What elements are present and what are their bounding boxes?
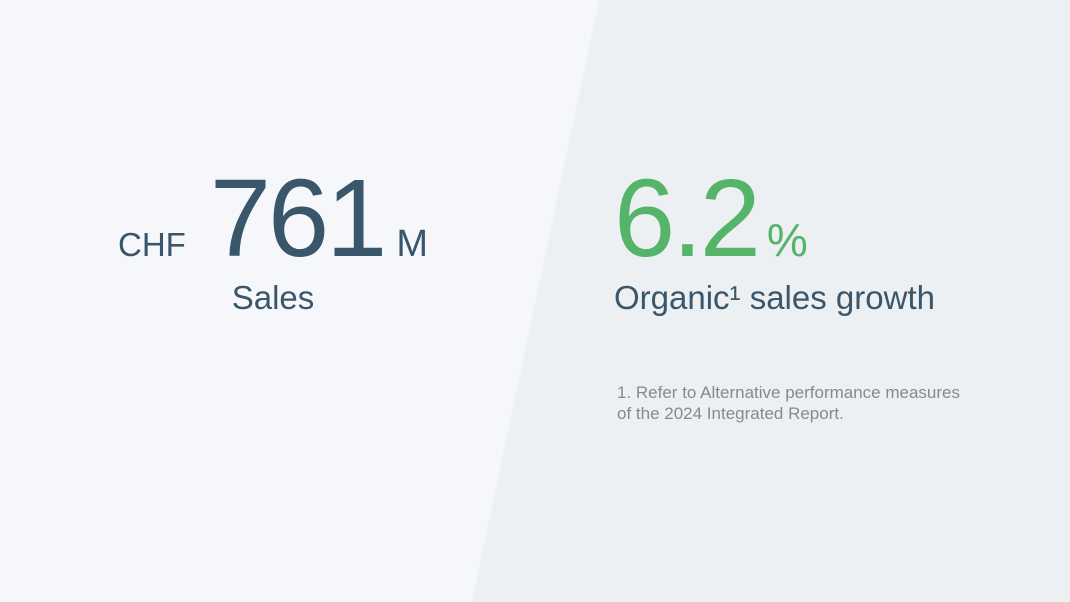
sales-stat-line: CHF 761 M bbox=[118, 164, 428, 274]
footnote: 1. Refer to Alternative performance meas… bbox=[617, 383, 960, 423]
organic-growth-label: Organic¹ sales growth bbox=[614, 279, 935, 316]
sales-stat: CHF 761 M Sales bbox=[0, 164, 546, 316]
organic-growth-stat-line: 6.2 % bbox=[614, 164, 808, 274]
growth-value: 6.2 bbox=[614, 157, 761, 280]
organic-growth-stat: 6.2 % Organic¹ sales growth bbox=[614, 164, 935, 316]
sales-label: Sales bbox=[231, 279, 315, 316]
sales-value: 761 bbox=[209, 157, 388, 280]
percent-sign: % bbox=[766, 214, 808, 266]
currency-label: CHF bbox=[117, 226, 186, 263]
sales-unit-label: M bbox=[396, 223, 428, 265]
